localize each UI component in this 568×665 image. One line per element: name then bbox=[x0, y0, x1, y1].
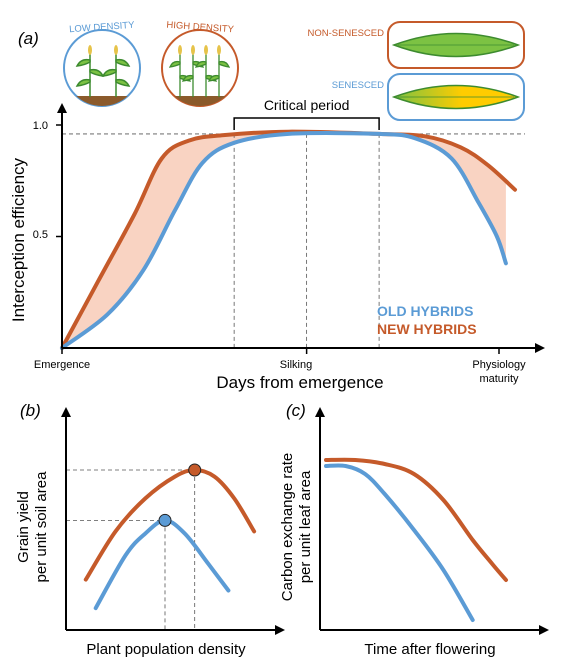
panel-a: (a) LOW DENSITY bbox=[9, 20, 545, 392]
chart-a-ylabel: Interception efficiency bbox=[9, 157, 28, 322]
old-hybrids-line bbox=[60, 131, 508, 350]
panel-a-label: (a) bbox=[18, 29, 39, 48]
optimum-point-new bbox=[188, 463, 202, 477]
legend-old-hybrids: OLD HYBRIDS bbox=[377, 303, 473, 319]
x-tick-emergence: Emergence bbox=[34, 359, 90, 371]
panel-b-label: (b) bbox=[20, 401, 41, 420]
non-senesced-label: NON-SENESCED bbox=[307, 28, 384, 39]
chart-c-ylabel-line1: Carbon exchange rate bbox=[279, 453, 296, 601]
non-senesced-leaf-icon bbox=[387, 21, 525, 69]
x-tick-silking: Silking bbox=[280, 359, 312, 371]
x-tick-maturity: maturity bbox=[479, 373, 519, 385]
chart-c bbox=[315, 407, 549, 635]
y-tick-0-5: 0.5 bbox=[33, 229, 48, 241]
optimum-point-old bbox=[158, 513, 172, 527]
senesced-label: SENESCED bbox=[332, 80, 384, 91]
panel-c: (c) Time after flowering Carbon exchange… bbox=[279, 401, 549, 658]
legend-new-hybrids: NEW HYBRIDS bbox=[377, 321, 477, 337]
new-hybrids-cer-line bbox=[324, 457, 508, 582]
low-density-icon: LOW DENSITY bbox=[63, 20, 141, 107]
chart-b-xlabel: Plant population density bbox=[86, 641, 246, 658]
chart-b-ylabel-line1: Grain yield bbox=[15, 491, 32, 563]
new-hybrids-line bbox=[60, 129, 517, 350]
critical-period-bracket: Critical period bbox=[233, 97, 380, 130]
panel-b: (b) Plant population density Grain yield… bbox=[15, 401, 285, 658]
chart-b bbox=[61, 407, 285, 635]
high-density-icon: HIGH DENSITY bbox=[161, 20, 239, 107]
low-density-label: LOW DENSITY bbox=[69, 20, 136, 36]
difference-band bbox=[62, 131, 506, 348]
old-hybrids-cer-line bbox=[324, 463, 475, 622]
new-hybrids-yield-line bbox=[83, 467, 257, 582]
y-tick-1-0: 1.0 bbox=[33, 120, 48, 132]
x-tick-physiology: Physiology bbox=[472, 359, 526, 371]
senesced-leaf-icon bbox=[387, 73, 525, 121]
chart-a bbox=[56, 103, 545, 354]
chart-c-xlabel: Time after flowering bbox=[364, 641, 495, 658]
chart-b-ylabel-line2: per unit soil area bbox=[33, 471, 50, 583]
chart-a-xlabel: Days from emergence bbox=[216, 373, 383, 392]
high-density-label: HIGH DENSITY bbox=[166, 20, 235, 36]
chart-c-ylabel-line2: per unit leaf area bbox=[297, 470, 314, 583]
critical-period-label: Critical period bbox=[264, 97, 350, 113]
panel-c-label: (c) bbox=[286, 401, 306, 420]
